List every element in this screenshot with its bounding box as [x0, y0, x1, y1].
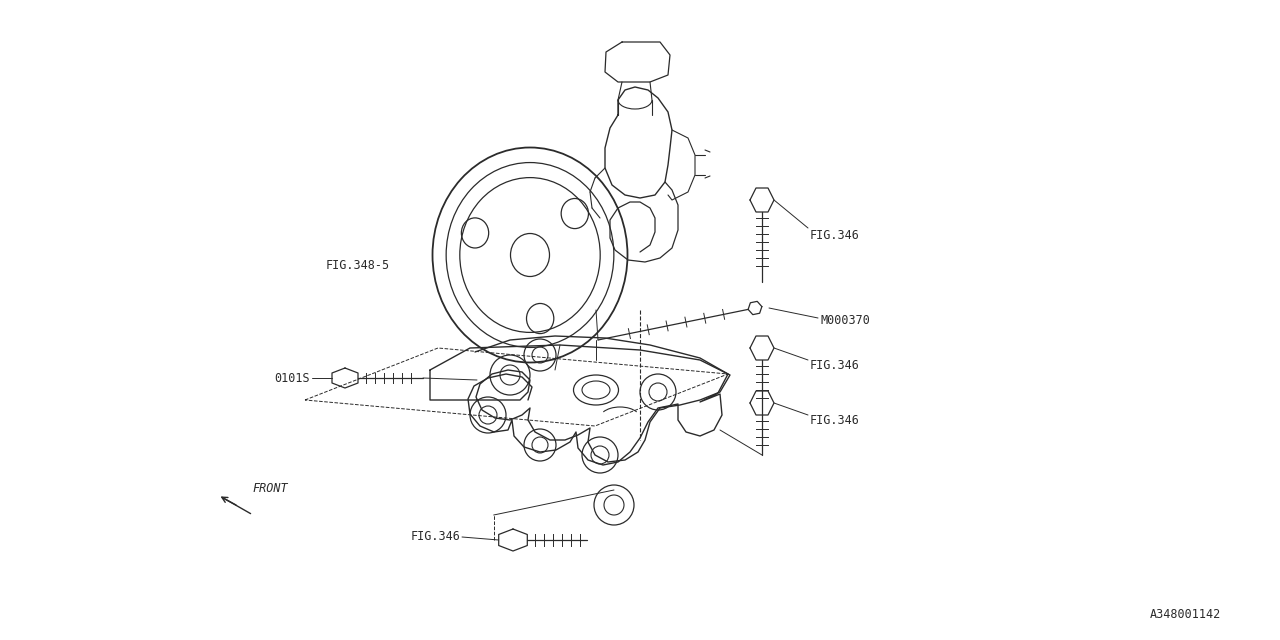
Text: FRONT: FRONT	[252, 481, 288, 495]
Text: FIG.346: FIG.346	[810, 413, 860, 426]
Text: FIG.346: FIG.346	[810, 228, 860, 241]
Text: A348001142: A348001142	[1149, 609, 1221, 621]
Text: FIG.348-5: FIG.348-5	[326, 259, 390, 271]
Text: 0101S: 0101S	[274, 371, 310, 385]
Text: M000370: M000370	[820, 314, 870, 326]
Text: FIG.346: FIG.346	[410, 531, 460, 543]
Text: FIG.346: FIG.346	[810, 358, 860, 371]
